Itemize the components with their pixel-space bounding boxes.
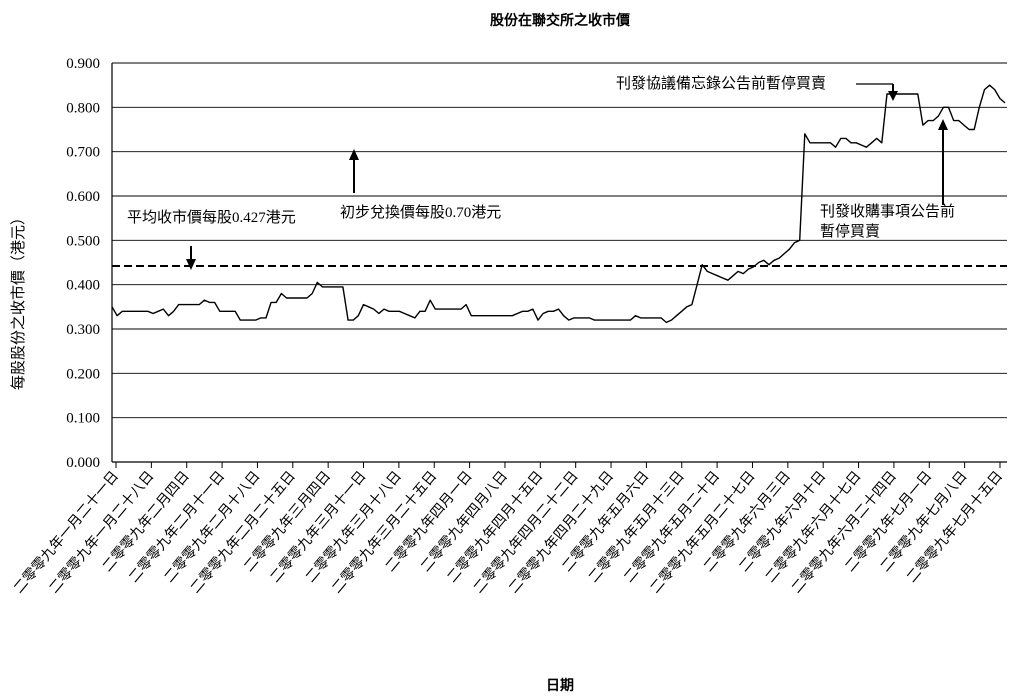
y-tick-labels: 0.000 0.100 0.200 0.300 0.400 0.500 0.600 0.700…: [66, 56, 100, 471]
y-tick-label: 0.100: [66, 411, 100, 427]
y-tick-label: 0.300: [66, 322, 100, 338]
arrow-mou-head: [888, 91, 898, 101]
annotation-conversion-price: 初步兌換價每股0.70港元: [340, 204, 501, 221]
y-tick-label: 0.900: [66, 56, 100, 72]
annotation-acquisition-suspension-line2: 暫停買賣: [820, 223, 880, 240]
closing-price-series-line: [111, 84, 1006, 324]
y-tick-label: 0.600: [66, 189, 100, 205]
annotation-arrows: [186, 83, 948, 270]
y-tick-label: 0.200: [66, 366, 100, 382]
arrow-average-price-head: [186, 259, 196, 270]
grid-lines: [111, 62, 1007, 463]
chart-title: 股份在聯交所之收市價: [490, 12, 631, 29]
y-tick-label: 0.700: [66, 145, 100, 161]
annotation-acquisition-suspension-line1: 刊發收購事項公告前: [820, 203, 955, 220]
annotation-average-price: 平均收市價每股0.427港元: [127, 209, 296, 226]
y-tick-label: 0.500: [66, 233, 100, 249]
arrow-acquisition-head: [938, 119, 948, 130]
y-tick-label: 0.000: [66, 455, 100, 471]
y-tick-label: 0.800: [66, 100, 100, 116]
series-group: [111, 84, 1006, 324]
arrow-conversion-price-head: [349, 149, 359, 160]
y-axis-label: 每股股份之收市價（港元）: [10, 210, 27, 390]
y-tick-label: 0.400: [66, 278, 100, 294]
x-axis-label: 日期: [546, 678, 574, 694]
annotation-mou-suspension: 刊發協議備忘錄公告前暫停買賣: [616, 74, 826, 92]
x-tick-marks: [115, 462, 1001, 468]
x-tick-labels: 二零零九年一月二十一日二零零九年一月二十八日二零零九年二月四日二零零九年二月十一…: [11, 468, 1006, 596]
